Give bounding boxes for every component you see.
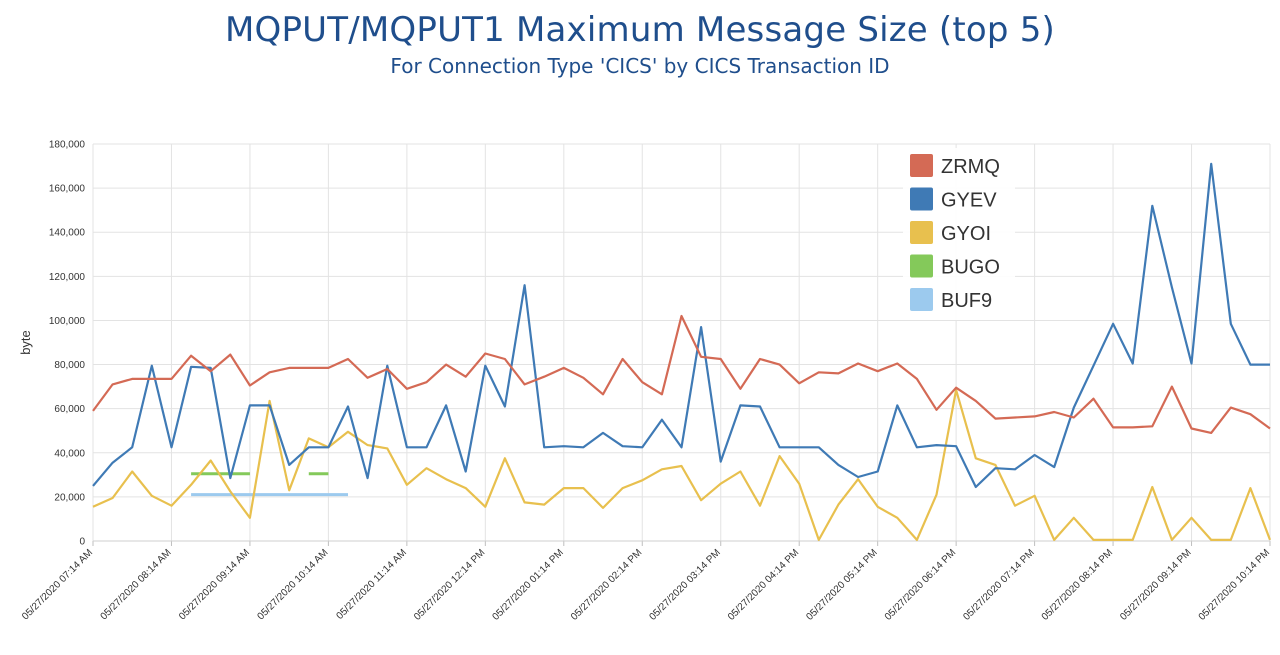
x-tick-label: 05/27/2020 06:14 PM — [883, 547, 958, 622]
y-tick-label: 20,000 — [54, 492, 85, 503]
x-tick-label: 05/27/2020 10:14 AM — [256, 547, 331, 622]
y-tick-label: 100,000 — [49, 316, 86, 327]
y-tick-label: 60,000 — [54, 404, 85, 415]
y-tick-label: 80,000 — [54, 360, 85, 371]
y-tick-label: 180,000 — [49, 140, 86, 151]
legend-label-gyoi: GYOI — [941, 223, 991, 245]
legend-swatch-gyoi — [910, 221, 933, 244]
x-tick-label: 05/27/2020 07:14 AM — [20, 547, 95, 622]
x-tick-label: 05/27/2020 08:14 PM — [1040, 547, 1115, 622]
legend-label-gyev: GYEV — [941, 190, 997, 212]
series-zrmq-line — [92, 314, 1271, 434]
x-tick-label: 05/27/2020 09:14 PM — [1118, 547, 1193, 622]
y-tick-label: 140,000 — [49, 228, 86, 239]
legend-swatch-bugo — [910, 254, 933, 278]
x-tick-label: 05/27/2020 02:14 PM — [569, 547, 644, 622]
x-tick-label: 05/27/2020 03:14 PM — [647, 547, 722, 622]
x-tick-label: 05/27/2020 04:14 PM — [726, 547, 801, 622]
axes: 0 20,000 40,000 60,000 80,000 100,000 120,000 1… — [20, 140, 1272, 623]
grid — [92, 143, 1271, 542]
legend-label-zrmq: ZRMQ — [941, 156, 1000, 178]
y-axis-label: byte — [18, 330, 33, 355]
legend-label-bugo: BUGO — [941, 257, 1000, 279]
legend-swatch-buf9 — [910, 288, 933, 311]
x-tick-label: 05/27/2020 07:14 PM — [961, 547, 1036, 622]
x-tick-label: 05/27/2020 08:14 AM — [99, 547, 174, 622]
x-tick-label: 05/27/2020 12:14 PM — [412, 547, 487, 622]
legend-swatch-gyev — [910, 187, 933, 211]
x-tick-label: 05/27/2020 01:14 PM — [491, 547, 566, 622]
legend-swatch-zrmq — [910, 154, 933, 177]
series-gyev-line — [92, 162, 1270, 489]
x-tick-label: 05/27/2020 11:14 AM — [334, 547, 408, 621]
y-tick-label: 160,000 — [49, 184, 86, 195]
legend: ZRMQ GYEV GYOI BUGO BUF9 — [903, 148, 1015, 320]
series-gyoi-line — [92, 388, 1272, 542]
y-tick-label: 0 — [79, 537, 85, 548]
chart-subtitle: For Connection Type 'CICS' by CICS Trans… — [390, 54, 890, 78]
legend-label-buf9: BUF9 — [941, 290, 992, 312]
chart-title: MQPUT/MQPUT1 Maximum Message Size (top 5… — [224, 10, 1056, 50]
y-tick-label: 120,000 — [49, 272, 86, 283]
x-tick-label: 05/27/2020 10:14 PM — [1197, 547, 1272, 622]
series-lines — [92, 162, 1272, 542]
y-tick-label: 40,000 — [54, 448, 85, 459]
x-tick-label: 05/27/2020 05:14 PM — [804, 547, 879, 622]
x-tick-label: 05/27/2020 09:14 AM — [177, 547, 252, 622]
